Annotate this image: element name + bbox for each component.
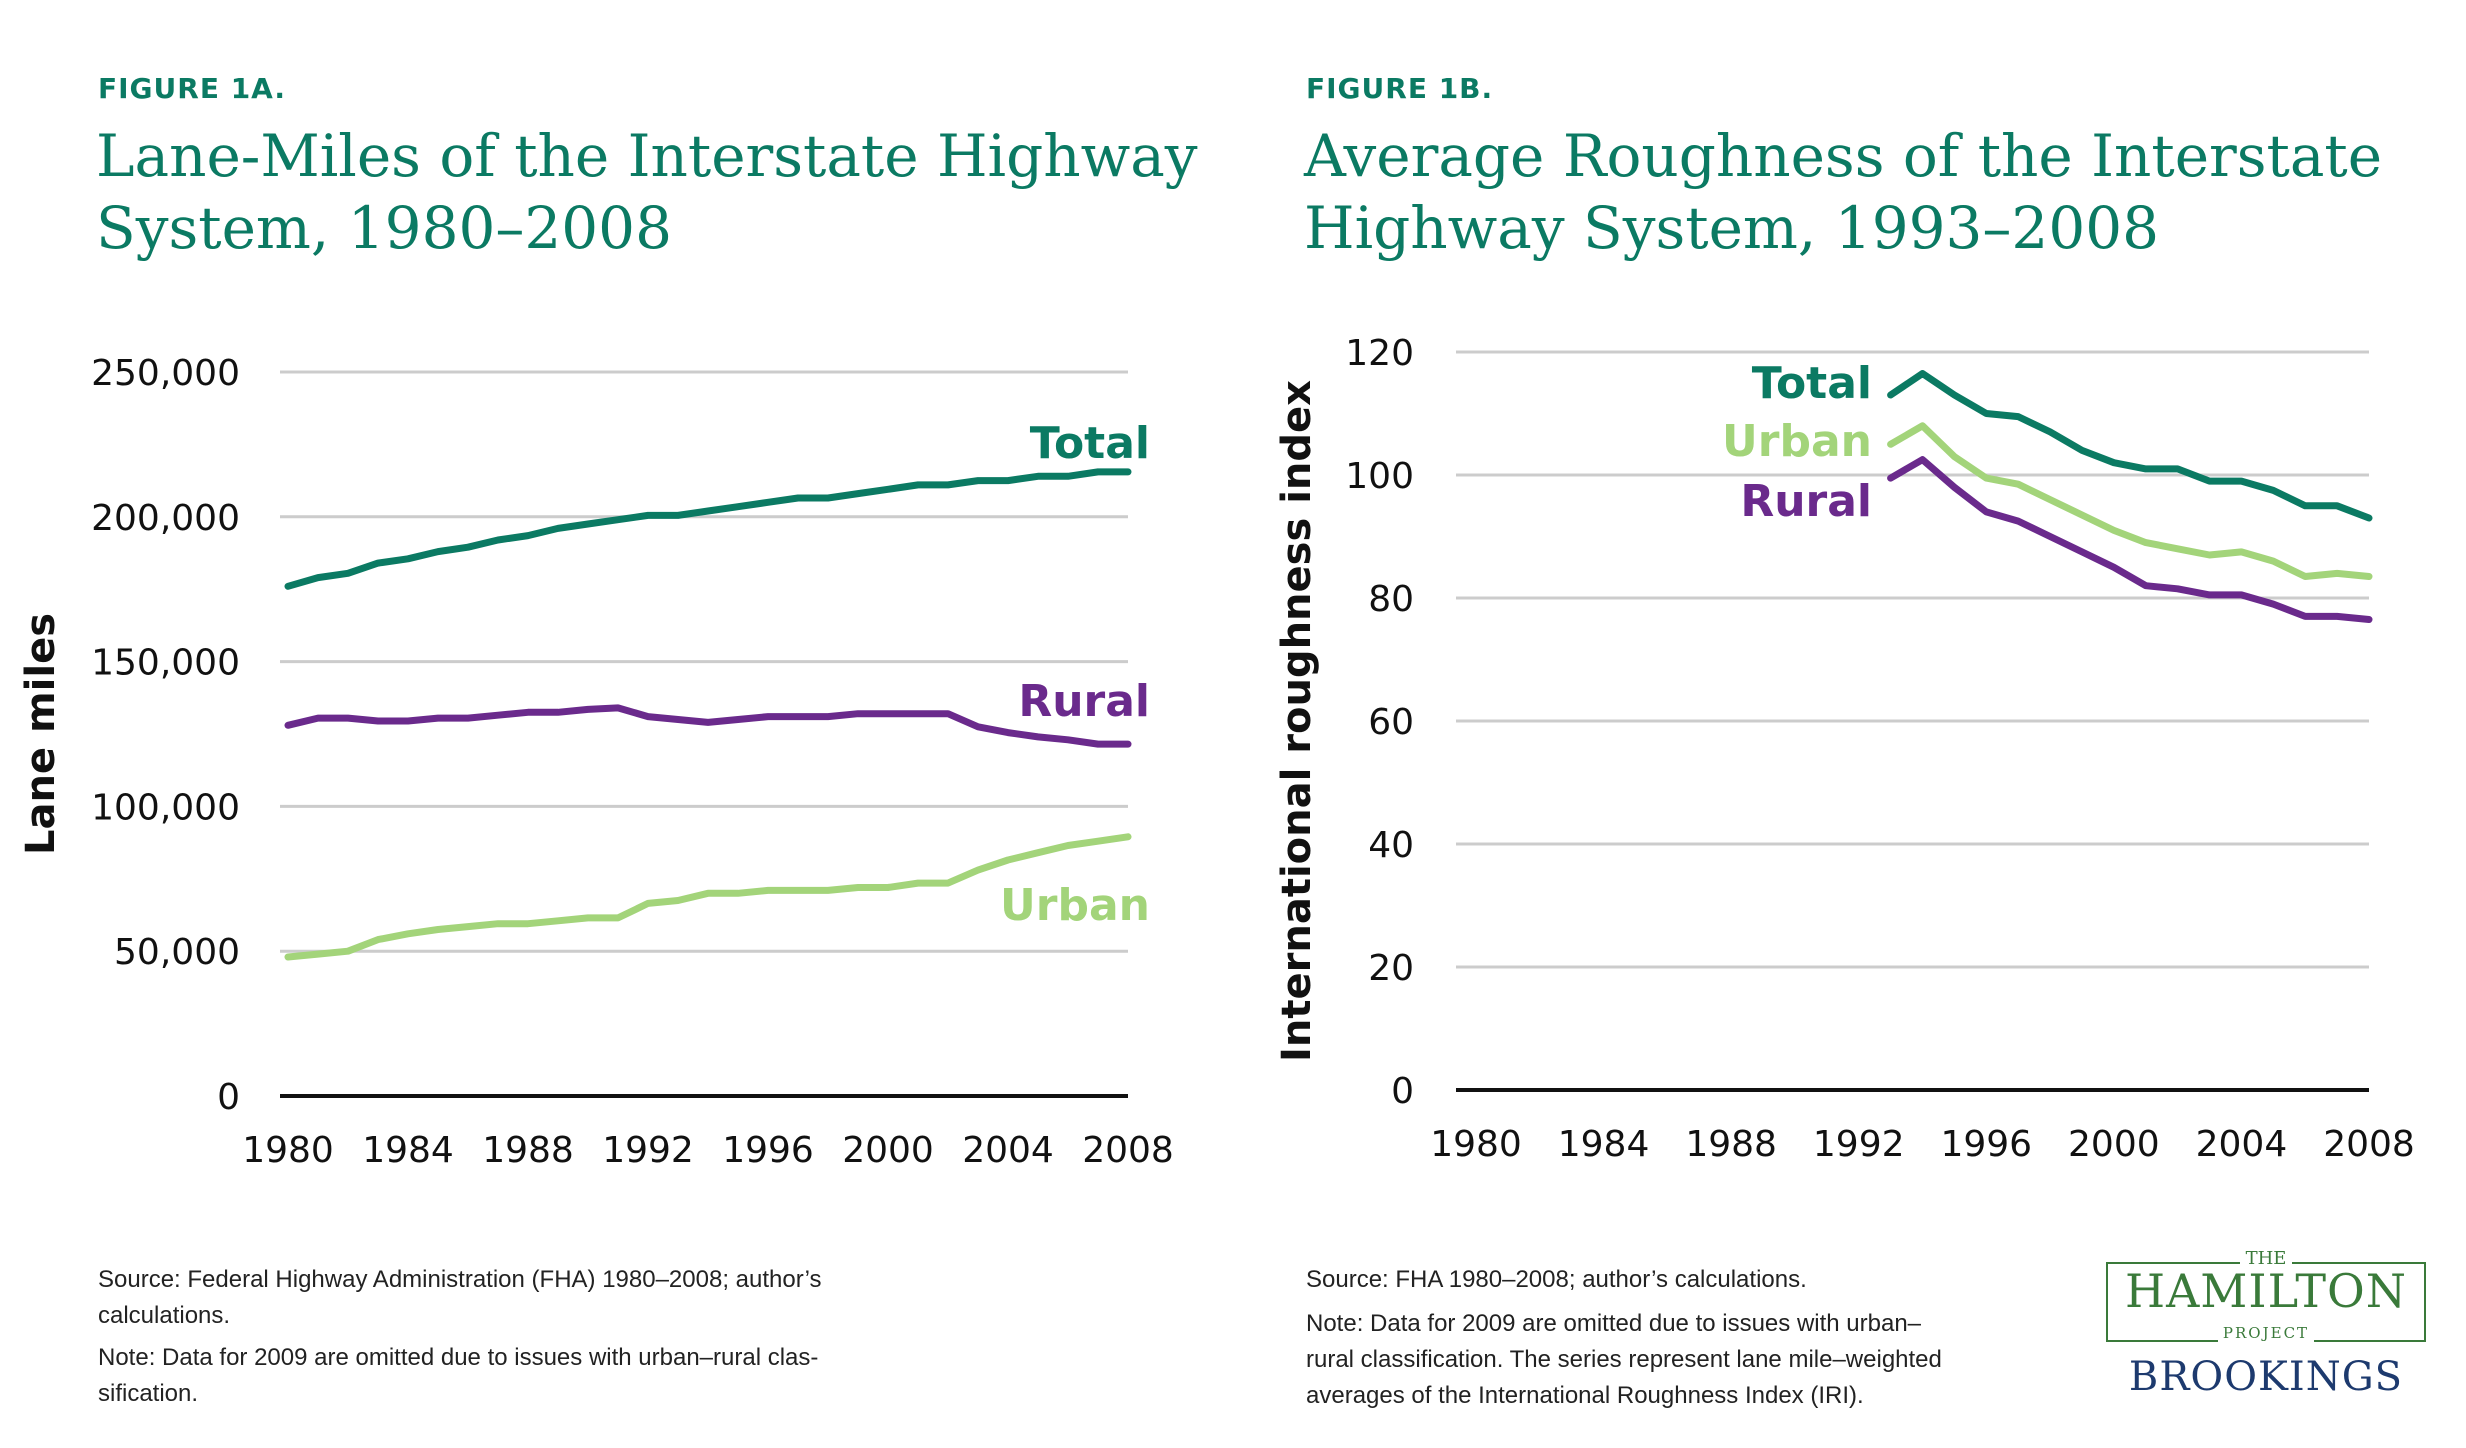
chart-a-xtick-2000: 2000: [842, 1130, 934, 1171]
chart-b-xtick-1984: 1984: [1558, 1124, 1650, 1165]
figure-1a-source-line-2: calculations.: [98, 1302, 231, 1329]
figure-1b-note-line-3: averages of the International Roughness …: [1306, 1382, 1864, 1409]
chart-a-ytick-150000: 150,000: [91, 643, 240, 684]
figure-1a-note: Note: Data for 2009 are omitted due to i…: [98, 1340, 818, 1412]
figure-1a-note-line-1: Note: Data for 2009 are omitted due to i…: [98, 1344, 819, 1371]
chart-b-series-rural-label: Rural: [1740, 476, 1872, 527]
chart-b-ytick-60: 60: [1368, 702, 1414, 743]
figure-1a-source-line-1: Source: Federal Highway Administration (…: [98, 1266, 822, 1293]
figure-1a-note-line-2: sification.: [98, 1380, 199, 1407]
chart-a-series-rural-line: [284, 704, 1132, 748]
chart-b-xtick-1988: 1988: [1685, 1124, 1777, 1165]
chart-b-series-total-label: Total: [1752, 358, 1872, 409]
figure-1a-title-line-2: System, 1980–2008: [96, 194, 672, 262]
figure-1b-title-line-2: Highway System, 1993–2008: [1304, 194, 2160, 262]
chart-a-ytick-50000: 50,000: [114, 932, 240, 973]
chart-a-series-urban-label: Urban: [1000, 880, 1150, 931]
chart-b-xtick-2004: 2004: [2196, 1124, 2288, 1165]
logo-brookings: BROOKINGS: [2128, 1354, 2404, 1400]
figure-1b-note-line-2: rural classification. The series represe…: [1306, 1346, 1942, 1373]
figure-1b-source: Source: FHA 1980–2008; author’s calculat…: [1306, 1262, 1807, 1298]
chart-a-ytick-200000: 200,000: [91, 498, 240, 539]
chart-b-xtick-1992: 1992: [1813, 1124, 1905, 1165]
chart-b-series-total-line: [1887, 370, 2373, 522]
figure-1a-title: Lane-Miles of the Interstate Highway Sys…: [96, 120, 1198, 264]
chart-a-ytick-250000: 250,000: [91, 353, 240, 394]
chart-b-ytick-40: 40: [1368, 825, 1414, 866]
logo-hamilton: HAMILTON: [2124, 1264, 2408, 1318]
chart-a-ytick-0: 0: [217, 1077, 240, 1118]
chart-a-series-rural-label: Rural: [1018, 676, 1150, 727]
figure-1b-note: Note: Data for 2009 are omitted due to i…: [1306, 1306, 1942, 1414]
chart-a-xtick-1996: 1996: [722, 1130, 814, 1171]
figure-1b-label: FIGURE 1B.: [1306, 72, 1494, 105]
chart-a-xtick-1988: 1988: [482, 1130, 574, 1171]
chart-b-xtick-2000: 2000: [2068, 1124, 2160, 1165]
chart-b-ytick-80: 80: [1368, 579, 1414, 620]
figure-1b-title: Average Roughness of the Interstate High…: [1304, 120, 2382, 264]
chart-a-series-urban-line: [284, 833, 1132, 961]
roughness-chart: 0 20 40 60 80 100 120 1980 1984 1988 1992 1996 2000 2…: [1274, 333, 2415, 1165]
lane-miles-chart: 0 50,000 100,000 150,000 200,000 250,000 1980 1…: [18, 353, 1174, 1171]
chart-a-y-axis-label: Lane miles: [18, 613, 64, 855]
chart-a-series-total-label: Total: [1030, 418, 1150, 469]
figure-1b-title-line-1: Average Roughness of the Interstate: [1304, 122, 2383, 190]
hamilton-brookings-logo: THE HAMILTON PROJECT BROOKINGS: [2106, 1248, 2426, 1400]
figure-1a-source: Source: Federal Highway Administration (…: [98, 1262, 822, 1334]
chart-a-xtick-1980: 1980: [242, 1130, 334, 1171]
chart-b-ytick-20: 20: [1368, 948, 1414, 989]
chart-b-y-axis-label: International roughness index: [1274, 380, 1320, 1062]
chart-b-xtick-1980: 1980: [1430, 1124, 1522, 1165]
figure-1b-note-line-1: Note: Data for 2009 are omitted due to i…: [1306, 1310, 1922, 1337]
logo-the: THE: [2106, 1248, 2426, 1269]
figure-1a-label: FIGURE 1A.: [98, 72, 287, 105]
chart-b-ytick-0: 0: [1391, 1071, 1414, 1112]
chart-a-xtick-2008: 2008: [1082, 1130, 1174, 1171]
chart-a-series-total-line: [284, 468, 1132, 590]
chart-b-ytick-120: 120: [1345, 333, 1414, 374]
chart-b-series-urban-line: [1887, 422, 2373, 580]
chart-a-ytick-100000: 100,000: [91, 787, 240, 828]
chart-b-series-urban-label: Urban: [1722, 416, 1872, 467]
chart-b-xtick-2008: 2008: [2323, 1124, 2415, 1165]
figure-1a-title-line-1: Lane-Miles of the Interstate Highway: [96, 122, 1198, 190]
chart-b-xtick-1996: 1996: [1940, 1124, 2032, 1165]
figure-1b-source-line-1: Source: FHA 1980–2008; author’s calculat…: [1306, 1266, 1807, 1293]
chart-a-xtick-1984: 1984: [362, 1130, 454, 1171]
chart-b-ytick-100: 100: [1345, 456, 1414, 497]
chart-a-xtick-2004: 2004: [962, 1130, 1054, 1171]
chart-a-xtick-1992: 1992: [602, 1130, 694, 1171]
logo-project: PROJECT: [2106, 1324, 2426, 1342]
chart-b-series-rural-line: [1887, 456, 2373, 623]
